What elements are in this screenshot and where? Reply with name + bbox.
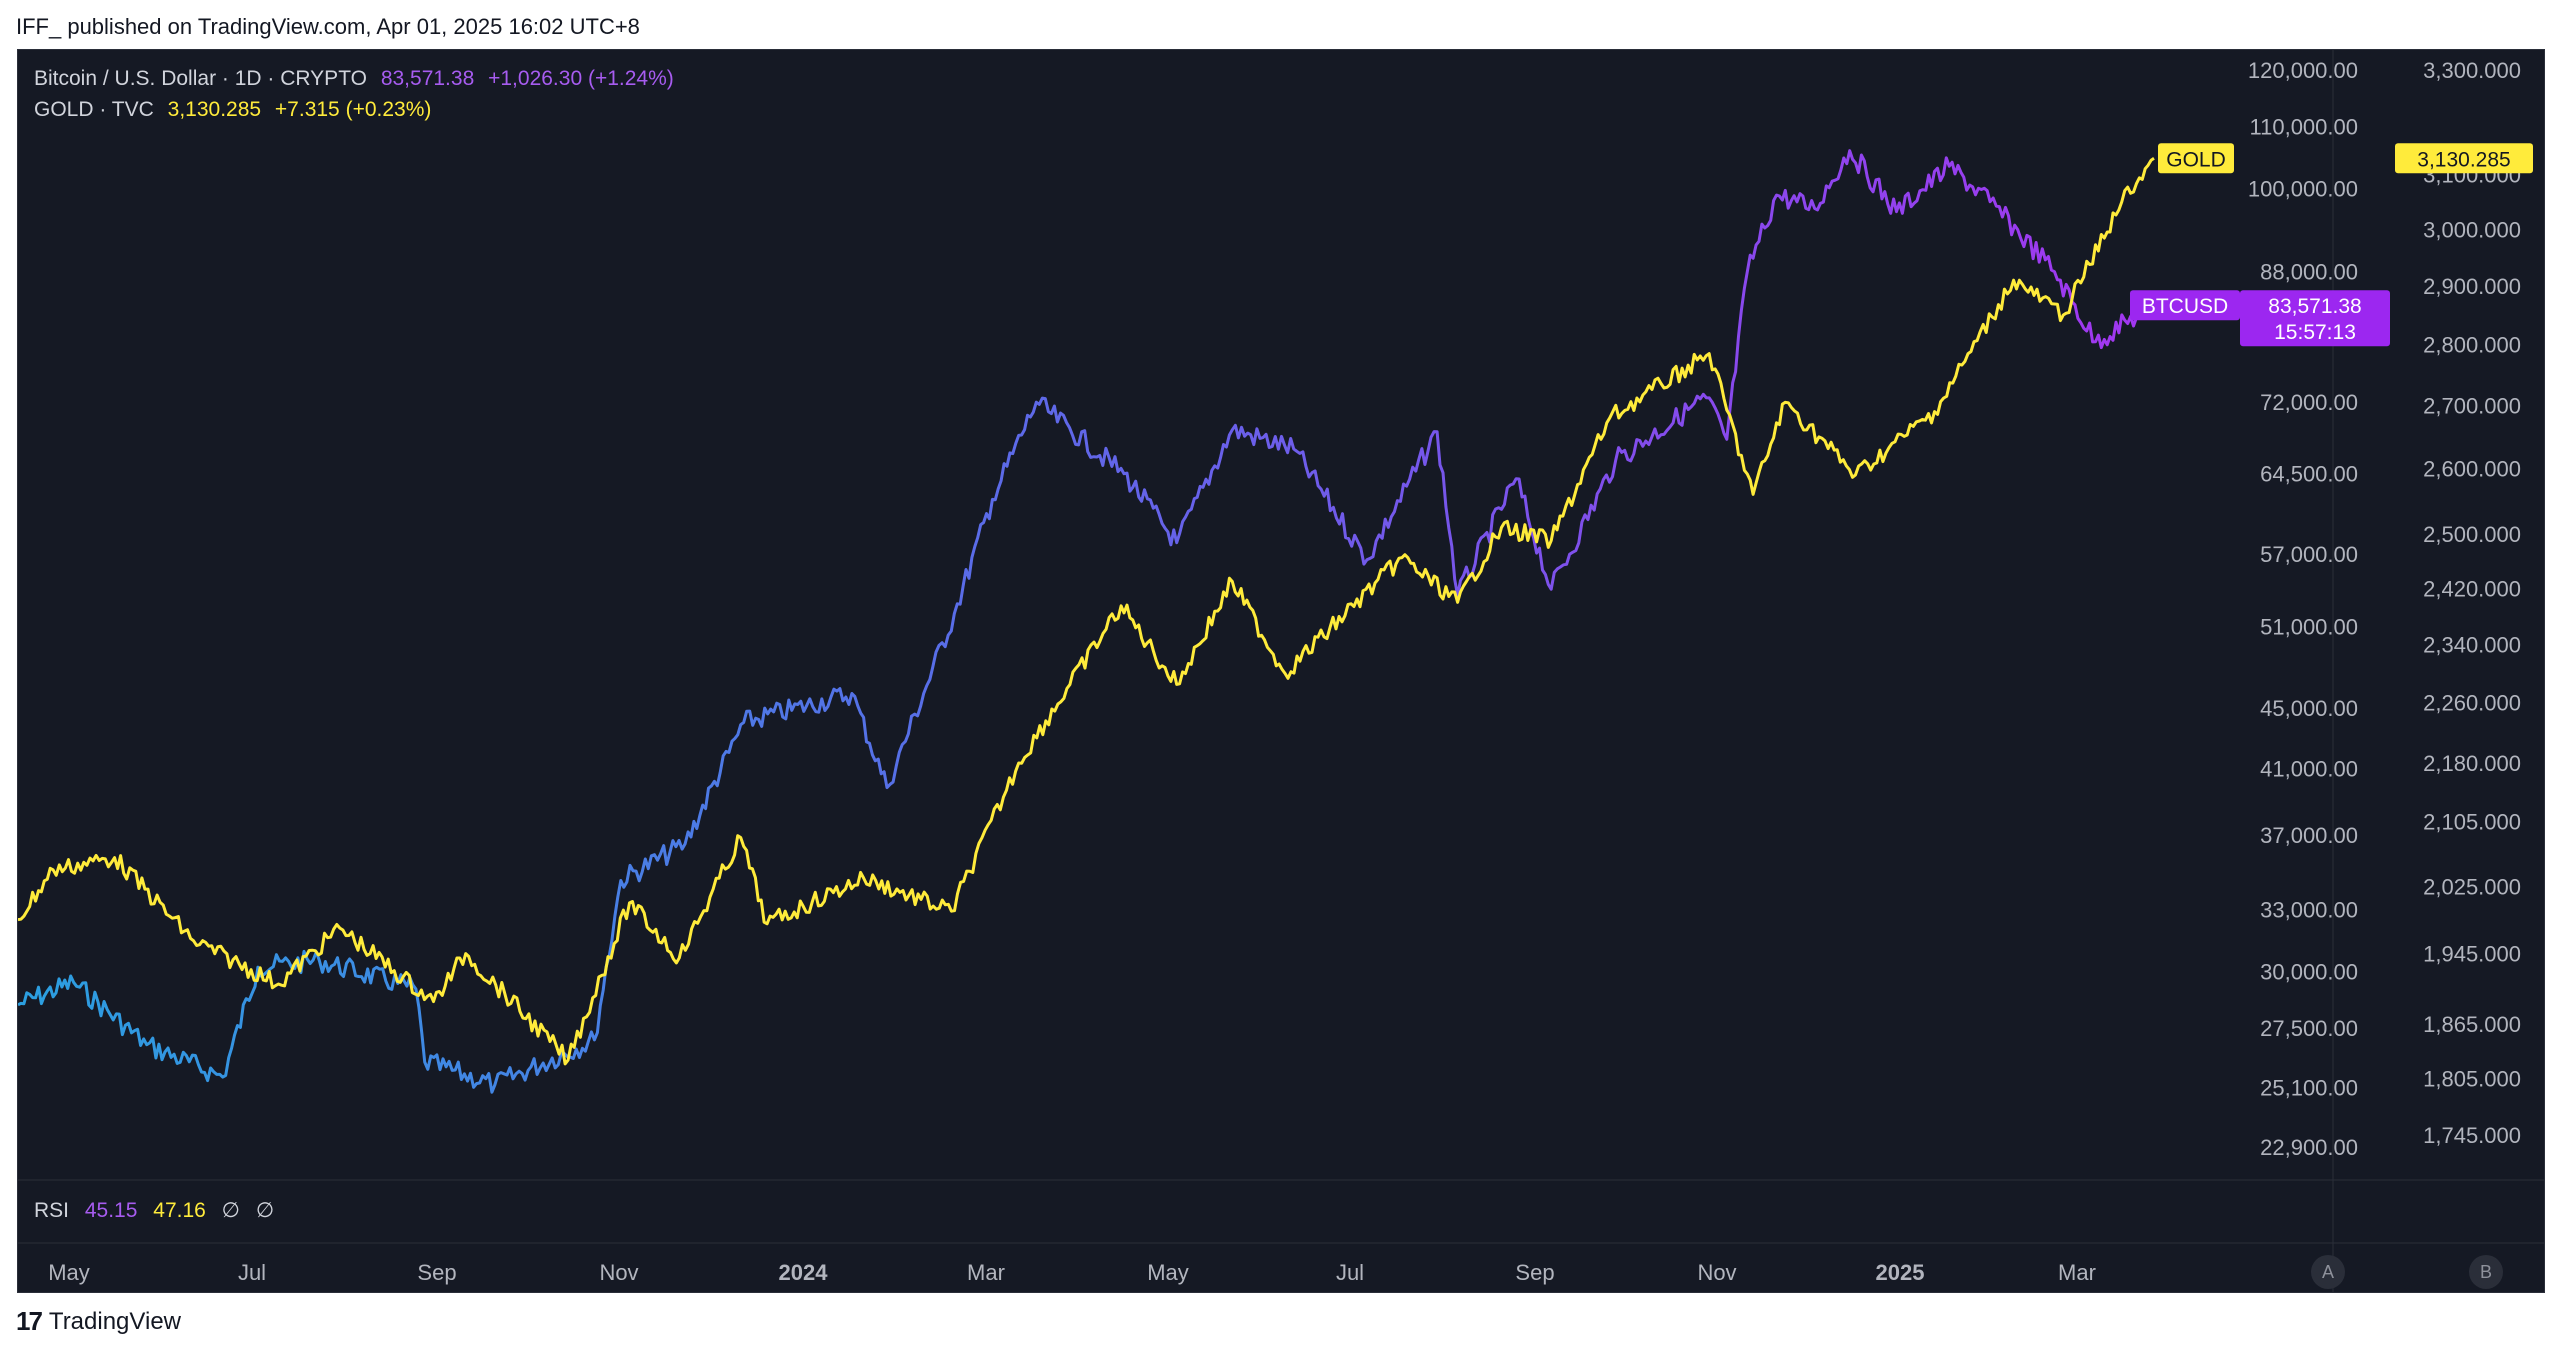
btc-price-tag (2240, 290, 2390, 347)
gold-axis-tick: 2,600.000 (2423, 456, 2521, 481)
gold-axis-tick: 2,500.000 (2423, 522, 2521, 547)
chart-panel[interactable]: 120,000.00 110,000.00 100,000.00 88,000.00 7… (17, 49, 2545, 1293)
btc-axis-tick: 41,000.00 (2260, 756, 2358, 781)
brand-name: TradingView (48, 1307, 181, 1335)
x-axis-label: Nov (599, 1260, 638, 1285)
x-axis-label: Nov (1697, 1260, 1736, 1285)
scale-button-b[interactable]: B (2469, 1255, 2503, 1289)
gold-axis-tick: 2,260.000 (2423, 691, 2521, 716)
btc-axis-tick: 27,500.00 (2260, 1016, 2358, 1041)
scale-button-a[interactable]: A (2311, 1255, 2345, 1289)
btc-axis-tick: 33,000.00 (2260, 897, 2358, 922)
btc-axis-tick: 45,000.00 (2260, 696, 2358, 721)
legend-gold-price: 3,130.285 (167, 98, 262, 121)
btc-name-tag (2130, 290, 2240, 321)
legend-gold-change: +7.315 (+0.23%) (274, 98, 432, 121)
gold-axis-tick: 1,945.000 (2423, 942, 2521, 967)
btc-axis-tick: 25,100.00 (2260, 1075, 2358, 1100)
btc-price-tag-text: 83,571.38 (2268, 295, 2361, 318)
gold-price-tag (2395, 143, 2533, 174)
gold-axis-tick: 2,800.000 (2423, 333, 2521, 358)
x-axis-label: Jul (238, 1260, 266, 1285)
legend-btc-price: 83,571.38 (380, 67, 475, 90)
btcusd-series-line[interactable] (18, 149, 2156, 1094)
gold-axis-tick: 3,300.000 (2423, 58, 2521, 83)
rsi-na-1: ∅ (221, 1199, 240, 1222)
btc-axis-tick: 110,000.00 (2250, 115, 2358, 140)
tradingview-logo-icon: 17 (16, 1306, 43, 1336)
tradingview-brand[interactable]: 17 TradingView (16, 1306, 181, 1337)
btc-axis-tick: 37,000.00 (2260, 823, 2358, 848)
btc-axis-tick: 22,900.00 (2260, 1135, 2358, 1160)
rsi-legend[interactable]: RSI 45.15 47.16 ∅ ∅ (34, 1198, 284, 1223)
btc-axis-tick: 51,000.00 (2260, 614, 2358, 639)
gold-name-tag-text: GOLD (2166, 148, 2226, 171)
gold-axis-tick: 2,700.000 (2423, 393, 2521, 418)
x-axis-label: Mar (967, 1260, 1005, 1285)
gold-price-tag-text: 3,130.285 (2417, 148, 2510, 171)
gold-axis-tick: 1,865.000 (2423, 1012, 2521, 1037)
x-axis-label: May (48, 1260, 90, 1285)
gold-axis-tick: 2,180.000 (2423, 751, 2521, 776)
btc-axis-tick: 30,000.00 (2260, 959, 2358, 984)
x-axis-label: May (1147, 1260, 1189, 1285)
btc-axis-tick: 100,000.00 (2248, 177, 2358, 202)
gold-name-tag (2158, 143, 2234, 174)
rsi-btc-value: 45.15 (84, 1199, 138, 1222)
legend-btc-title: Bitcoin / U.S. Dollar · 1D · CRYPTO (34, 67, 367, 90)
rsi-na-2: ∅ (255, 1199, 275, 1222)
gold-axis-tick: 1,745.000 (2423, 1123, 2521, 1148)
btc-countdown-text: 15:57:13 (2274, 321, 2356, 344)
gold-axis-tick: 2,420.000 (2423, 576, 2521, 601)
x-axis-label: 2025 (1876, 1260, 1925, 1285)
gold-axis-tick: 1,805.000 (2423, 1066, 2521, 1091)
legend-btc-change: +1,026.30 (+1.24%) (488, 67, 674, 90)
btc-axis-tick: 57,000.00 (2260, 542, 2358, 567)
legend-gold[interactable]: GOLD · TVC 3,130.285 +7.315 (+0.23%) (34, 98, 439, 122)
x-axis-label: Sep (1515, 1260, 1554, 1285)
legend-gold-title: GOLD · TVC (34, 98, 154, 121)
rsi-gold-value: 47.16 (153, 1199, 206, 1222)
btc-axis-tick: 64,500.00 (2260, 462, 2358, 487)
gold-axis-tick: 3,000.000 (2423, 217, 2521, 242)
gold-axis-tick: 2,105.000 (2423, 809, 2521, 834)
gold-series-line[interactable] (18, 157, 2155, 1066)
btc-axis-tick: 72,000.00 (2260, 390, 2358, 415)
gold-axis-tick: 2,900.000 (2423, 274, 2521, 299)
gold-axis-tick: 2,025.000 (2423, 874, 2521, 899)
btc-axis-tick: 88,000.00 (2260, 260, 2358, 285)
legend-btcusd[interactable]: Bitcoin / U.S. Dollar · 1D · CRYPTO 83,5… (34, 67, 682, 91)
x-axis-label: Sep (417, 1260, 456, 1285)
x-axis-label: Mar (2058, 1260, 2096, 1285)
publish-info: IFF_ published on TradingView.com, Apr 0… (16, 14, 640, 39)
btc-axis-tick: 120,000.00 (2248, 58, 2358, 83)
x-axis-label: Jul (1336, 1260, 1364, 1285)
gold-axis-tick: 2,340.000 (2423, 633, 2521, 658)
x-axis-label: 2024 (779, 1260, 829, 1285)
rsi-label: RSI (34, 1199, 70, 1222)
btc-name-tag-text: BTCUSD (2142, 295, 2228, 318)
chart-canvas[interactable]: 120,000.00 110,000.00 100,000.00 88,000.00 7… (18, 50, 2544, 1292)
